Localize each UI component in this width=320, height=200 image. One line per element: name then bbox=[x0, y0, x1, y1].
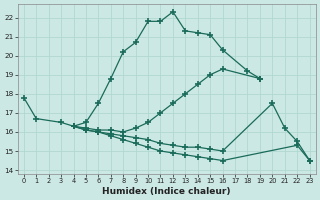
X-axis label: Humidex (Indice chaleur): Humidex (Indice chaleur) bbox=[102, 187, 231, 196]
